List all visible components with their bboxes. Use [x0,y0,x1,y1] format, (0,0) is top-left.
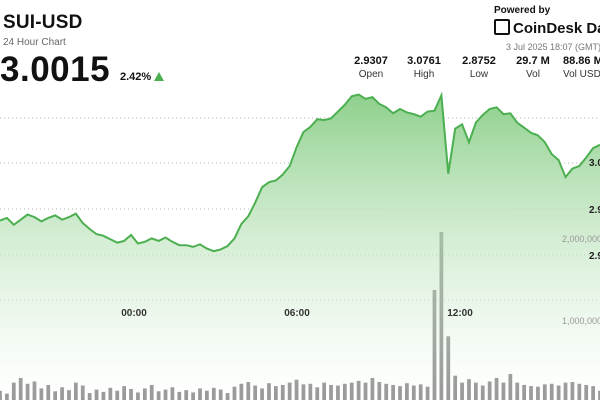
stat-vol-usd-label: Vol USD [563,69,600,80]
price-line [0,91,600,253]
coindesk-logo[interactable]: CoinDesk Data [494,19,600,37]
x-tick-label: 06:00 [284,308,310,319]
x-tick-label: 00:00 [121,308,147,319]
x-tick-label: 12:00 [447,308,473,319]
stat-high-label: High [413,69,435,80]
price-area [0,94,600,400]
volume-tick-label: 2,000,000 [562,234,600,244]
axis-labels: 00:00 06:00 12:00 3.0 2.9 2.9 2,000,000 1,000,0… [121,158,600,326]
current-price: 3.0015 [0,50,111,89]
coindesk-icon [494,19,510,35]
powered-by-label: Powered by [494,5,551,16]
stat-vol-usd-value: 88.86 M [563,55,600,67]
stat-open-label: Open [358,69,384,80]
price-tick-label: 2.9 [589,251,600,262]
volume-tick-label: 1,000,000 [562,316,600,326]
stat-vol: 29.7 M Vol [511,55,555,80]
stat-open: 2.9307 Open [351,55,391,80]
brand-name: CoinDesk Data [513,20,600,37]
chart-subtitle: 24 Hour Chart [3,37,66,48]
stat-high-value: 3.0761 [407,55,441,67]
symbol-title: SUI-USD [3,12,83,33]
stat-vol-label: Vol [526,69,540,80]
stat-open-value: 2.9307 [354,55,388,67]
stat-high: 3.0761 High [404,55,444,80]
stat-low-value: 2.8752 [462,55,496,67]
price-tick-label: 3.0 [589,158,600,169]
stat-low: 2.8752 Low [459,55,499,80]
chart-datetime: 3 Jul 2025 18:07 (GMT) [506,42,600,52]
stat-low-label: Low [469,69,489,80]
stat-vol-value: 29.7 M [516,55,550,67]
up-arrow-icon [154,72,164,81]
price-change: 2.42% [120,71,152,83]
stat-vol-usd: 88.86 M Vol USD [563,55,600,80]
price-tick-label: 2.9 [589,205,600,216]
